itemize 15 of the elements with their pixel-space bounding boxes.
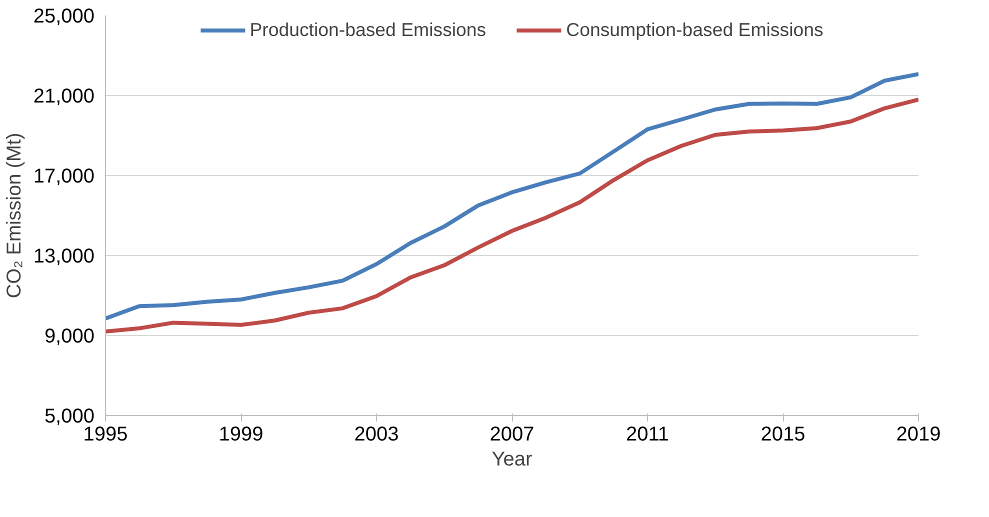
y-tick-label: 21,000 [33, 86, 94, 108]
y-tick-label: 17,000 [33, 166, 94, 188]
legend-label: Production-based Emissions [250, 19, 486, 41]
x-axis-title: Year [492, 448, 533, 470]
x-tick-label: 2015 [760, 424, 806, 446]
x-tick-label: 2007 [490, 424, 534, 446]
x-tick-label: 1999 [218, 424, 264, 446]
legend-label: Consumption-based Emissions [566, 19, 824, 41]
y-axis-title: CO₂ Emission (Mt) [3, 132, 26, 298]
x-tick-label: 2019 [896, 424, 941, 446]
y-tick-label: 13,000 [33, 246, 94, 268]
x-tick-label: 2003 [354, 424, 399, 446]
y-tick-label: 25,000 [33, 6, 94, 28]
y-tick-label: 9,000 [44, 326, 95, 348]
x-tick-label: 2011 [626, 424, 670, 446]
